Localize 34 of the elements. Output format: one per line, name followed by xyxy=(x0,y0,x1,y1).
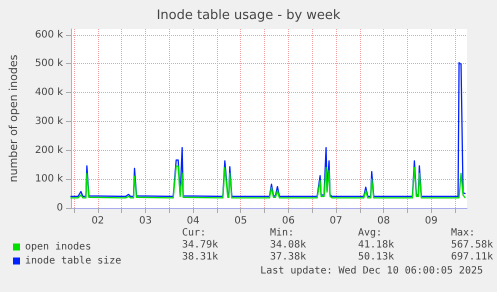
y-tick-label: 100 k xyxy=(34,174,64,185)
legend-label: open inodes xyxy=(25,242,92,252)
y-tick-label: 300 k xyxy=(34,116,64,127)
x-tick-label: 09 xyxy=(424,216,438,226)
text: 34.79k xyxy=(182,240,218,250)
line-series xyxy=(70,62,466,198)
text: 50.13k xyxy=(358,252,394,262)
text: Max: xyxy=(451,228,476,238)
text: 697.11k xyxy=(451,252,494,262)
y-axis-title: number of open inodes xyxy=(7,54,20,182)
text: 38.31k xyxy=(182,252,218,262)
text: 567.58k xyxy=(451,240,494,250)
chart-title: Inode table usage - by week xyxy=(156,8,341,23)
x-tick-label: 05 xyxy=(234,216,248,226)
x-tick-label: 08 xyxy=(377,216,390,226)
text: 34.08k xyxy=(270,240,306,250)
y-tick-label: 500 k xyxy=(34,58,64,70)
x-tick-label: 07 xyxy=(330,216,342,226)
text: 41.18k xyxy=(358,240,394,250)
text: 37.38k xyxy=(270,252,306,262)
y-tick-label: 200 k xyxy=(34,144,64,156)
x-tick-label: 02 xyxy=(91,216,104,226)
text: Last update: Wed Dec 10 06:00:05 2025 xyxy=(260,266,484,276)
x-tick-label: 06 xyxy=(282,216,295,226)
text: Avg: xyxy=(358,228,382,238)
legend-label: inode table size xyxy=(25,256,122,266)
line-series xyxy=(70,165,466,199)
x-tick-label: 03 xyxy=(139,216,152,226)
x-tick-label: 04 xyxy=(186,216,200,226)
y-tick-label: 0 xyxy=(56,202,63,214)
y-tick-label: 600 k xyxy=(34,29,64,40)
text: Cur: xyxy=(182,228,206,238)
text: Min: xyxy=(270,228,294,238)
y-tick-label: 400 k xyxy=(34,87,64,98)
